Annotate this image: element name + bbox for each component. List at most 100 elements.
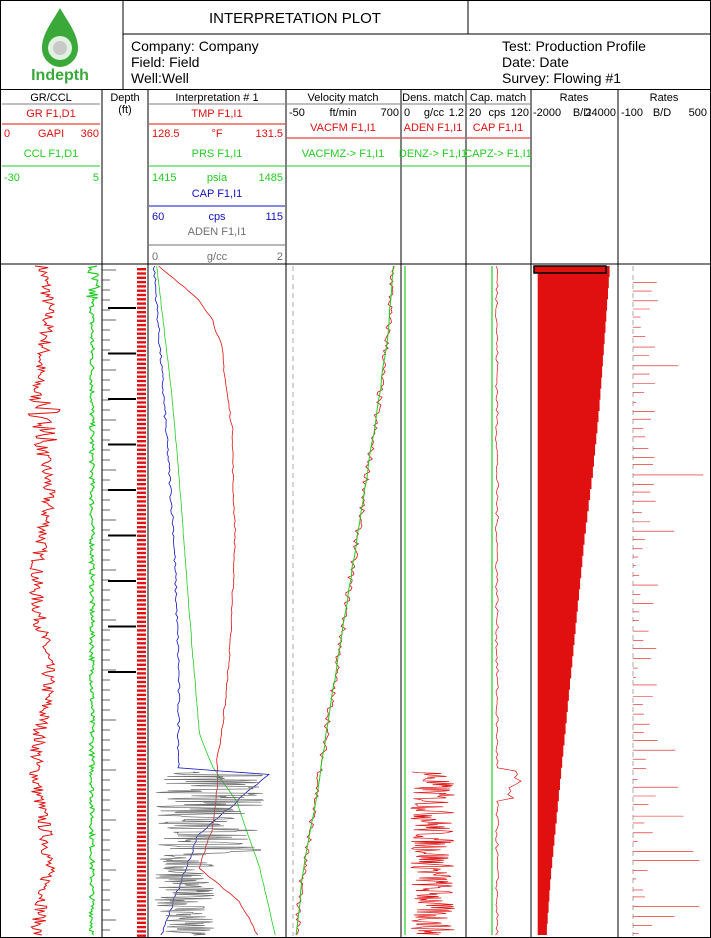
cap-label: CAP F1,I1	[192, 188, 243, 200]
tmp-max: 131.5	[255, 128, 283, 140]
perforation-block	[137, 306, 146, 310]
vacfm-curve	[295, 265, 395, 936]
cap-min: 60	[152, 211, 164, 223]
perforation-block	[137, 624, 146, 628]
perforation-block	[137, 865, 146, 869]
perforation-block	[137, 758, 146, 761]
perforation-block	[137, 676, 146, 679]
velocity-header: Velocity match -50 ft/min 700 VACFM F1,I…	[287, 92, 400, 167]
perforation-block	[137, 745, 146, 748]
perforation-block	[137, 728, 146, 731]
perforation-block	[137, 586, 146, 589]
prs-label: PRS F1,I1	[192, 148, 243, 160]
perforation-block	[137, 904, 146, 907]
vacfm-label: VACFM F1,I1	[310, 122, 376, 134]
perforation-block	[137, 427, 146, 430]
perforation-block	[137, 405, 146, 408]
perforation-block	[137, 723, 146, 727]
tmp-min: 128.5	[152, 128, 180, 140]
perforation-block	[137, 629, 146, 632]
capacitance-cap-label: CAP F1,I1	[473, 122, 524, 134]
well-label: Well:Well	[131, 70, 189, 86]
perforation-block	[137, 822, 146, 826]
perforation-block	[137, 809, 146, 813]
perforation-block	[137, 384, 146, 387]
depth-header: Depth (ft)	[110, 92, 139, 116]
density-aden-label: ADEN F1,I1	[404, 122, 463, 134]
velocity-unit: ft/min	[330, 107, 357, 119]
aden-max: 2	[277, 251, 283, 263]
rates2-unit: B/D	[653, 107, 671, 119]
perforation-block	[137, 573, 146, 576]
perforation-block	[137, 577, 146, 580]
perforation-block	[137, 925, 146, 929]
perforation-block	[137, 771, 146, 774]
perforation-block	[137, 663, 146, 666]
perforation-block	[137, 569, 146, 572]
gr-curve	[27, 265, 61, 936]
density-title: Dens. match	[402, 92, 464, 104]
rates1-unit: B/D	[573, 107, 591, 119]
perforation-block	[137, 642, 146, 645]
aden-label: ADEN F1,I1	[188, 226, 247, 238]
perforation-block	[137, 345, 146, 348]
perforation-block	[137, 878, 146, 881]
perforation-block	[137, 835, 146, 838]
grccl-title: GR/CCL	[30, 92, 72, 104]
perforation-block	[137, 379, 146, 383]
rates1-title: Rates	[560, 92, 589, 104]
gr-max: 360	[81, 128, 99, 140]
cap-curve	[152, 265, 270, 936]
perforation-block	[137, 895, 146, 899]
test-label: Test: Production Profile	[502, 38, 646, 54]
perforation-block	[137, 457, 146, 460]
rates1-header: Rates -2000 B/D 24000	[533, 92, 616, 119]
perforation-block	[137, 276, 146, 279]
density-aden-curve	[410, 771, 455, 936]
depth-unit: (ft)	[118, 104, 131, 116]
perforation-block	[137, 280, 146, 284]
perforation-block	[137, 319, 146, 322]
perforation-block	[137, 354, 146, 357]
perforation-block	[137, 268, 146, 271]
perforation-block	[137, 612, 146, 615]
perforation-block	[137, 418, 146, 421]
perforation-block	[137, 934, 146, 937]
interp-title: Interpretation # 1	[175, 92, 258, 104]
perforation-block	[137, 366, 146, 370]
perforation-block	[137, 431, 146, 434]
perforation-block	[137, 508, 146, 512]
perforation-block	[137, 913, 146, 916]
perforation-block	[137, 530, 146, 533]
rates2-max: 500	[689, 107, 707, 119]
capacitance-max: 120	[511, 107, 529, 119]
perforation-block	[137, 930, 146, 933]
perforation-block	[137, 435, 146, 439]
density-unit: g/cc	[424, 107, 445, 119]
perforation-block	[137, 332, 146, 335]
perforation-block	[137, 448, 146, 451]
perforation-block	[137, 839, 146, 843]
perforation-block	[137, 736, 146, 740]
log-curves	[27, 265, 704, 937]
perforation-block	[137, 551, 146, 555]
perforation-block	[137, 534, 146, 537]
track-grid	[0, 89, 711, 938]
perforation-block	[137, 478, 146, 482]
rates1-max: 24000	[585, 107, 616, 119]
perforation-block	[137, 538, 146, 542]
page-title: INTERPRETATION PLOT	[209, 10, 381, 27]
perforation-block	[137, 857, 146, 860]
tmp-curve	[158, 265, 259, 936]
perforation-block	[137, 805, 146, 808]
perforation-block	[137, 917, 146, 920]
perforation-block	[137, 590, 146, 593]
perforation-block	[137, 667, 146, 671]
depth-title: Depth	[110, 92, 139, 104]
date-label: Date: Date	[502, 54, 569, 70]
perforation-block	[137, 891, 146, 894]
perforation-block	[137, 409, 146, 413]
perforation-block	[137, 753, 146, 757]
capacitance-min: 20	[469, 107, 481, 119]
